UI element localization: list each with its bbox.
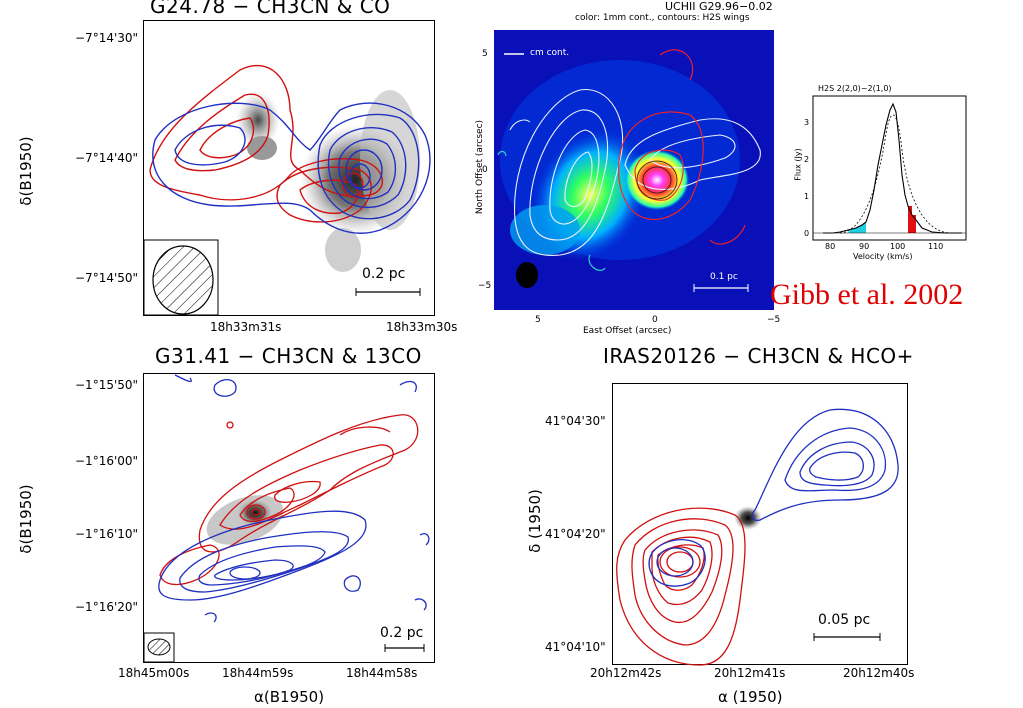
x-tick: 20h12m41s [714,666,786,680]
y-axis-label: δ (1950) [526,489,544,553]
scale-bar-label: 0.05 pc [818,612,871,628]
panel-subtitle: color: 1mm cont., contours: H2S wings [575,13,750,23]
scale-bar-label: 0.2 pc [380,625,424,641]
x-tick: 18h44m59s [222,666,294,680]
x-tick: 110 [928,242,944,251]
panel-title: UCHII G29.96−0.02 [665,0,773,13]
y-tick: 2 [804,155,810,164]
panel-title: G24.78 − CH3CN & CO [150,0,391,18]
y-tick: 5 [482,49,488,59]
x-tick: 20h12m42s [590,666,662,680]
credit-label: Gibb et al. 2002 [770,278,964,311]
y-tick: 0 [804,229,810,238]
plot-frame [143,373,435,663]
y-tick: 3 [804,118,810,127]
y-tick: −7°14'50" [75,271,139,285]
y-tick: −1°16'00" [75,454,139,468]
x-tick: 0 [652,315,658,325]
panel-title: IRAS20126 − CH3CN & HCO+ [603,344,914,368]
x-tick: 18h33m31s [210,320,282,334]
x-tick: 20h12m40s [843,666,915,680]
x-tick: 18h33m30s [386,320,458,334]
x-axis-label: α(B1950) [254,688,325,706]
y-tick: −5 [478,281,492,291]
x-tick: −5 [767,315,781,325]
scale-bar-label: 0.1 pc [710,272,738,282]
y-tick: 41°04'30" [545,414,606,428]
x-tick: 90 [859,242,870,251]
x-tick: 100 [890,242,906,251]
x-axis-label: α (1950) [718,688,783,706]
y-tick: −1°16'20" [75,600,139,614]
panel-title: G31.41 − CH3CN & 13CO [155,344,422,368]
x-tick: 80 [825,242,836,251]
scale-bar-label: 0.2 pc [362,266,406,282]
x-axis-label: East Offset (arcsec) [583,326,672,336]
legend-label: cm cont. [530,48,570,58]
y-tick: −1°15'50" [75,378,139,392]
x-tick: 18h44m58s [346,666,418,680]
y-tick: −7°14'40" [75,151,139,165]
y-tick: 41°04'10" [545,640,606,654]
y-tick: 0 [482,165,488,175]
y-tick: −7°14'30" [75,31,139,45]
x-axis-label: Velocity (km/s) [853,252,913,261]
spectrum-title: H2S 2(2,0)−2(1,0) [818,84,892,93]
y-tick: 1 [804,192,810,201]
y-tick: −1°16'10" [75,527,139,541]
y-tick: 41°04'20" [545,527,606,541]
x-tick: 5 [535,315,541,325]
x-tick: 18h45m00s [118,666,190,680]
